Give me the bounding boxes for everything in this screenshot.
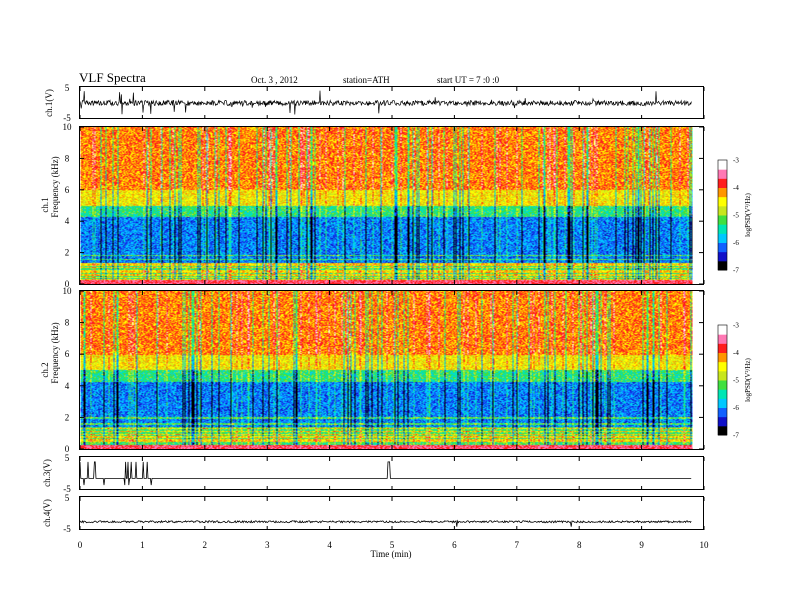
xtick-label: 7 (515, 540, 520, 550)
colorbar-tick: -4 (733, 184, 739, 192)
ch3-ylabel: ch.3(V) (42, 459, 52, 487)
time-axis-ticks: 0 1 2 3 4 5 6 7 8 9 10 (78, 87, 709, 550)
colorbar-swatch (718, 389, 727, 399)
spec2-ytick: 6 (65, 349, 70, 359)
colorbar-swatch (718, 361, 727, 372)
colorbar-swatch (718, 407, 727, 418)
colorbar-swatch (718, 425, 727, 436)
ch1-ytick-bottom: -5 (63, 113, 71, 123)
xtick-label: 10 (700, 540, 710, 550)
ch3-ytick-top: 5 (65, 453, 70, 463)
xtick-label: 4 (327, 540, 332, 550)
ch2-spectrogram-panel (79, 290, 704, 450)
colorbar-label: logPSD(V²/Hz) (744, 192, 752, 236)
spec2-ytick: 2 (65, 412, 70, 422)
colorbar-swatch (718, 251, 727, 262)
date-label: Oct. 3 , 2012 (251, 75, 298, 85)
spec1-ytick: 4 (65, 216, 70, 226)
ch4-ytick-top: 5 (65, 493, 70, 503)
spec1-ylabel-freq: Frequency (kHz) (50, 156, 60, 217)
colorbar-swatch (718, 380, 727, 390)
ch4-ylabel: ch.4(V) (42, 499, 52, 527)
spec1-ytick: 10 (63, 122, 73, 132)
colorbar-swatch (718, 187, 727, 198)
colorbar-swatch (718, 233, 727, 243)
ch4-waveform-line (79, 519, 692, 527)
xtick-label: 0 (78, 540, 83, 550)
spec2-ylabel-freq: Frequency (kHz) (50, 322, 60, 383)
colorbar-tick: -6 (733, 404, 739, 412)
colorbar-label: logPSD(V²/Hz) (744, 357, 752, 401)
colorbar-swatch (718, 215, 727, 225)
spec1-ytick: 2 (65, 248, 70, 258)
colorbar-swatch (718, 352, 727, 363)
colorbar-swatch (718, 196, 727, 207)
colorbar-swatch (718, 334, 727, 344)
colorbar-frame (717, 324, 728, 436)
ch3-waveform-line (79, 461, 692, 486)
colorbar-swatch (718, 398, 727, 408)
ch1-spectrogram-image (80, 127, 693, 284)
ch3-waveform-panel (79, 456, 704, 490)
ch1-colorbar: -3 -4 -5 -6 -7 logPSD(V²/Hz) (717, 157, 752, 275)
ch2-colorbar: -3 -4 -5 -6 -7 logPSD(V²/Hz) (717, 322, 752, 440)
colorbar-swatch (718, 343, 727, 353)
time-axis-label: Time (min) (371, 549, 412, 559)
colorbar-tick: -7 (733, 267, 739, 275)
xtick-label: 5 (390, 540, 395, 550)
spec1-ylabel-channel: ch.1 (40, 197, 50, 212)
colorbar-tick: -5 (733, 212, 739, 220)
ch1-ylabel: ch.1(V) (44, 89, 54, 117)
spec2-ytick: 0 (65, 444, 70, 454)
colorbar-swatch (718, 370, 727, 381)
station-label: station=ATH (343, 75, 390, 85)
colorbar-swatch (718, 260, 727, 271)
ch2-spectrogram-image (80, 291, 693, 449)
xtick-label: 9 (639, 540, 644, 550)
colorbar-tick: -7 (733, 432, 739, 440)
xtick-label: 8 (577, 540, 582, 550)
ch1-ytick-top: 5 (65, 83, 70, 93)
ch4-waveform-panel (79, 496, 704, 530)
colorbar-tick: -4 (733, 349, 739, 357)
spec2-ylabel-channel: ch.2 (40, 362, 50, 377)
start-time-label: start UT = 7 :0 :0 (437, 75, 500, 85)
spec1-ytick: 0 (65, 279, 70, 289)
xtick-label: 6 (452, 540, 457, 550)
spec1-ytick: 6 (65, 185, 70, 195)
colorbar-tick: -3 (733, 322, 739, 330)
spec2-ytick: 4 (65, 381, 70, 391)
figure-title: VLF Spectra (79, 70, 146, 85)
colorbar-tick: -5 (733, 377, 739, 385)
colorbar-swatch (718, 160, 727, 170)
colorbar-tick: -3 (733, 157, 739, 165)
colorbar-frame (717, 159, 728, 271)
colorbar-swatch (718, 224, 727, 234)
colorbar-swatch (718, 169, 727, 179)
xtick-label: 1 (140, 540, 145, 550)
xtick-label: 2 (203, 540, 208, 550)
colorbar-swatch (718, 178, 727, 188)
ch4-ytick-bottom: -5 (63, 524, 71, 534)
ch3-ytick-bottom: -5 (63, 484, 71, 494)
colorbar-swatch (718, 416, 727, 427)
spec1-ytick: 8 (65, 153, 70, 163)
colorbar-swatch (718, 205, 727, 216)
colorbar-swatch (718, 325, 727, 335)
xtick-label: 3 (265, 540, 270, 550)
ch1-spectrogram-panel (79, 126, 704, 285)
spec2-ytick: 10 (63, 286, 73, 296)
colorbar-tick: -6 (733, 239, 739, 247)
colorbar-swatch (718, 242, 727, 253)
spec2-ytick: 8 (65, 318, 70, 328)
ch1-waveform-line (79, 90, 692, 115)
